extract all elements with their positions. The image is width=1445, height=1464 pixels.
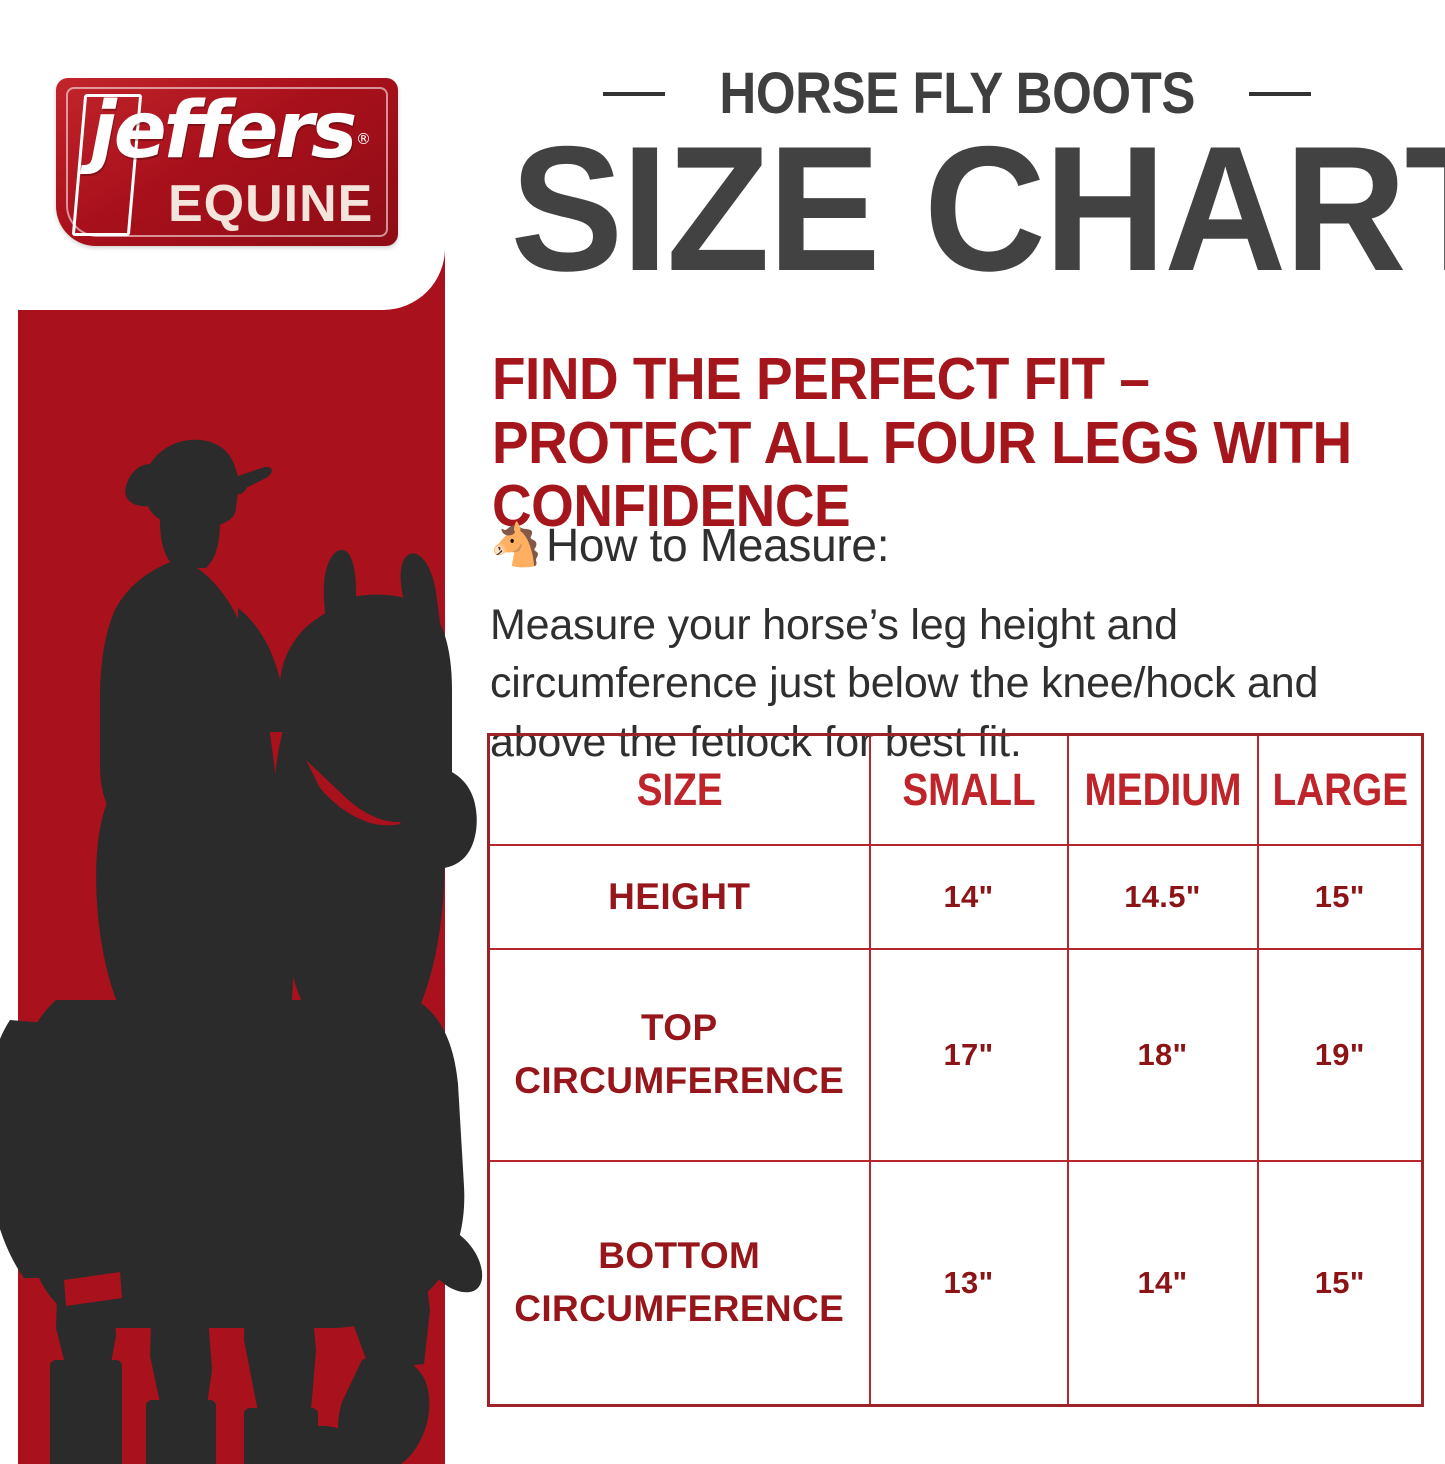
- cowboy-on-horse-silhouette: [0, 360, 500, 1464]
- table-row: TOP CIRCUMFERENCE 17" 18" 19": [487, 948, 1424, 1162]
- size-chart-table: SIZE SMALL MEDIUM LARGE HEIGHT 14" 14.5"…: [487, 733, 1424, 1407]
- dash-left-icon: [602, 91, 665, 96]
- row-label-line-1: TOP: [640, 1007, 718, 1049]
- table-header-large: LARGE: [1268, 733, 1412, 846]
- cell-bottom-circ-medium: 14": [1066, 1160, 1259, 1407]
- cell-top-circ-large: 19": [1256, 948, 1424, 1162]
- table-header-small: SMALL: [882, 733, 1055, 846]
- row-label-top-circumference: TOP CIRCUMFERENCE: [487, 948, 871, 1162]
- logo-wordmark: jeffers: [90, 86, 357, 176]
- table-row: HEIGHT 14" 14.5" 15": [487, 844, 1424, 950]
- cell-height-large: 15": [1256, 844, 1424, 950]
- row-label-height: HEIGHT: [487, 844, 871, 950]
- row-label-bottom-circumference: BOTTOM CIRCUMFERENCE: [487, 1160, 871, 1407]
- jeffers-equine-logo: jeffers ® EQUINE: [56, 78, 398, 246]
- eyebrow-label: HORSE FLY BOOTS: [719, 61, 1195, 126]
- registered-trademark-icon: ®: [356, 130, 371, 148]
- table-header-size: SIZE: [514, 733, 844, 846]
- table-header-medium: MEDIUM: [1079, 733, 1246, 846]
- how-to-measure-label: How to Measure:: [546, 519, 890, 571]
- cell-height-small: 14": [868, 844, 1069, 950]
- dash-right-icon: [1249, 91, 1312, 96]
- row-label-line-1: BOTTOM: [598, 1235, 761, 1277]
- how-to-measure-heading: 🐴 How to Measure:: [490, 518, 890, 572]
- row-label-line-2: CIRCUMFERENCE: [514, 1060, 845, 1101]
- content-column: HORSE FLY BOOTS SIZE CHART FIND THE PERF…: [487, 0, 1445, 1464]
- table-header-row: SIZE SMALL MEDIUM LARGE: [489, 733, 1423, 846]
- logo-subbrand: EQUINE: [168, 175, 374, 233]
- eyebrow-heading: HORSE FLY BOOTS: [487, 60, 1427, 127]
- table-row: BOTTOM CIRCUMFERENCE 13" 14" 15": [487, 1160, 1424, 1407]
- row-label-line-2: CIRCUMFERENCE: [514, 1288, 845, 1329]
- cell-top-circ-medium: 18": [1066, 948, 1259, 1162]
- page-subtitle: FIND THE PERFECT FIT – PROTECT ALL FOUR …: [492, 346, 1352, 540]
- cell-height-medium: 14.5": [1066, 844, 1259, 950]
- cell-bottom-circ-large: 15": [1256, 1160, 1424, 1407]
- page-title: SIZE CHART: [510, 109, 1445, 308]
- cell-top-circ-small: 17": [868, 948, 1069, 1162]
- cell-bottom-circ-small: 13": [868, 1160, 1069, 1407]
- horse-face-icon: 🐴: [490, 521, 542, 568]
